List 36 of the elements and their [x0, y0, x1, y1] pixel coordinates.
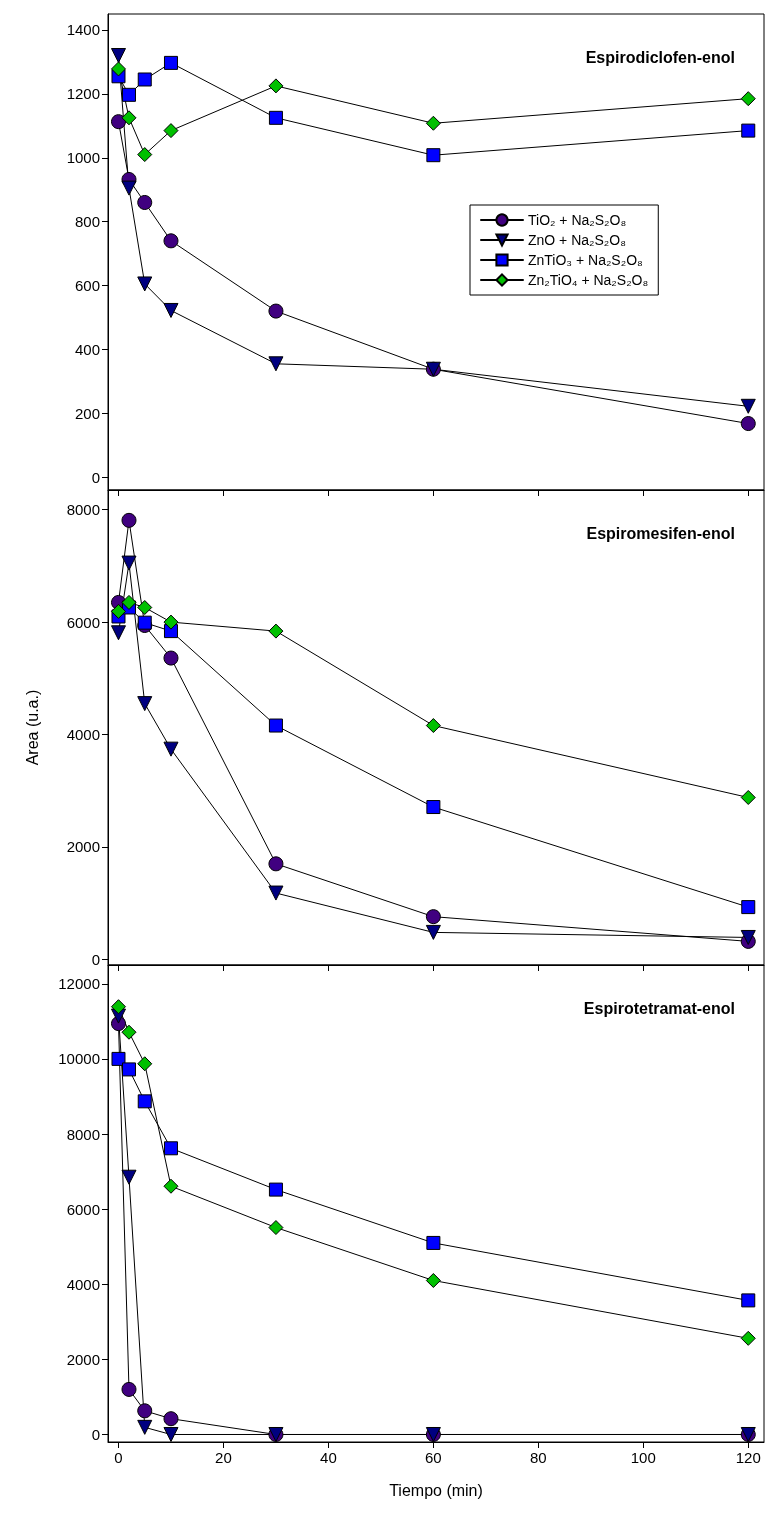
legend-label: ZnO + Na₂S₂O₈ — [528, 232, 626, 248]
text: Espiromesifen-enol — [586, 524, 736, 542]
y-tick-label: 6000 — [66, 613, 100, 631]
legend-label: ZnTiO₃ + Na₂S₂O₈ — [528, 252, 643, 268]
text: Espirotetramat-enol — [583, 999, 735, 1017]
x-tick-label: 100 — [630, 1449, 656, 1466]
y-tick-label: 800 — [74, 213, 100, 231]
y-tick-label: 4000 — [66, 726, 100, 744]
text: Espirodiclofen-enol — [585, 48, 735, 66]
y-tick-label: 0 — [91, 468, 100, 486]
x-axis-title: Tiempo (min) — [389, 1481, 483, 1499]
y-tick-label: 12000 — [58, 975, 100, 993]
x-tick-label: 0 — [114, 1449, 123, 1466]
y-tick-label: 1400 — [66, 21, 100, 39]
y-tick-label: 2000 — [66, 1350, 100, 1368]
y-tick-label: 0 — [91, 1425, 100, 1443]
x-tick-label: 120 — [735, 1449, 761, 1466]
y-tick-label: 8000 — [66, 501, 100, 519]
y-tick-label: 400 — [74, 340, 100, 358]
x-tick-label: 60 — [425, 1449, 442, 1466]
y-tick-label: 1000 — [66, 149, 100, 167]
x-tick-label: 80 — [529, 1449, 547, 1466]
y-axis-title: Area (u.a.) — [23, 689, 41, 766]
x-tick-label: 40 — [320, 1449, 337, 1466]
y-tick-label: 10000 — [58, 1050, 100, 1068]
y-tick-label: 2000 — [66, 838, 100, 856]
y-tick-label: 600 — [74, 277, 100, 295]
legend-label: TiO₂ + Na₂S₂O₈ — [528, 212, 627, 228]
legend-label: Zn₂TiO₄ + Na₂S₂O₈ — [528, 272, 649, 288]
y-tick-label: 200 — [74, 404, 100, 422]
y-tick-label: 8000 — [66, 1125, 100, 1143]
x-tick-label: 20 — [215, 1449, 232, 1466]
y-tick-label: 4000 — [66, 1275, 100, 1293]
y-tick-label: 1200 — [66, 85, 100, 103]
y-tick-label: 6000 — [66, 1200, 100, 1218]
y-tick-label: 0 — [91, 950, 100, 968]
